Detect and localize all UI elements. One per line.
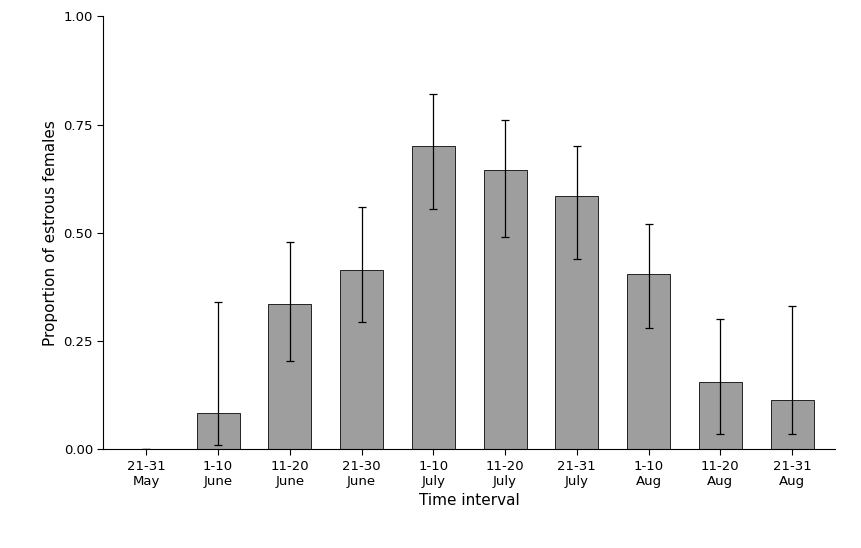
Bar	[771, 399, 814, 449]
Bar	[555, 196, 598, 449]
Bar	[412, 146, 455, 449]
Y-axis label: Proportion of estrous females: Proportion of estrous females	[43, 120, 58, 346]
Bar	[269, 304, 312, 449]
Bar	[699, 383, 742, 449]
Bar	[340, 270, 383, 449]
Bar	[484, 170, 527, 449]
Bar	[627, 274, 670, 449]
Bar	[196, 413, 239, 449]
X-axis label: Time interval: Time interval	[418, 493, 520, 509]
